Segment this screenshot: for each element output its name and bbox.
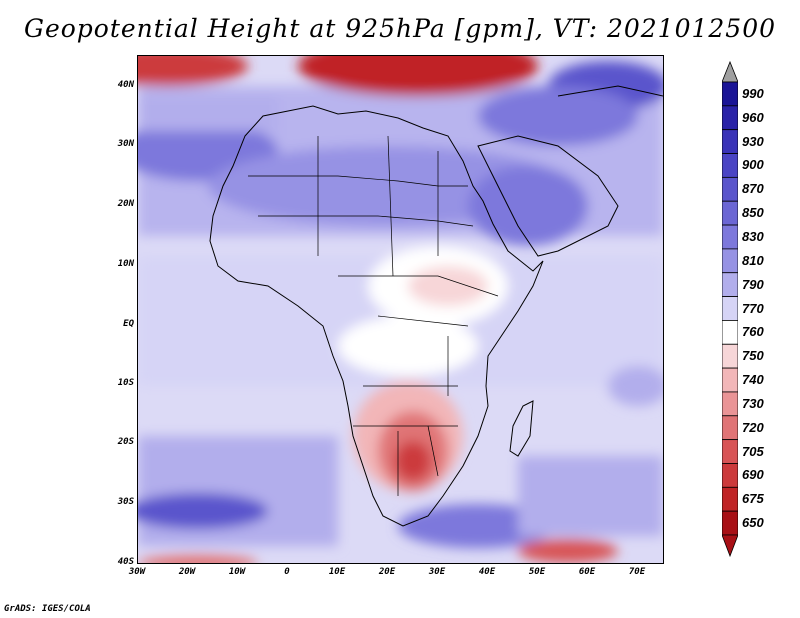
lon-tick-label: 70E — [628, 567, 646, 577]
geopotential-field — [138, 56, 663, 563]
lat-tick-label: 40S — [117, 557, 134, 567]
colorbar-arrow-top — [722, 60, 738, 83]
lat-tick-label: 20N — [117, 199, 134, 209]
colorbar-label: 650 — [742, 515, 764, 531]
colorbar-swatches — [722, 81, 738, 536]
lat-tick-label: 20S — [117, 437, 134, 447]
colorbar-label: 720 — [742, 419, 764, 435]
colorbar-label: 690 — [742, 467, 764, 483]
lat-tick-label: EQ — [123, 319, 134, 329]
colorbar-swatch — [722, 224, 738, 250]
lat-tick-label: 10S — [117, 378, 134, 388]
lon-tick-label: 0 — [284, 567, 290, 577]
lon-tick-label: 60E — [578, 567, 596, 577]
lon-tick-label: 10W — [228, 567, 246, 577]
colorbar-swatch — [722, 486, 738, 512]
lon-tick-label: 10E — [328, 567, 346, 577]
colorbar-swatch — [722, 296, 738, 321]
colorbar-label: 930 — [742, 133, 764, 149]
colorbar-label: 870 — [742, 181, 764, 197]
colorbar-label: 770 — [742, 300, 764, 316]
colorbar-label: 900 — [742, 157, 764, 173]
coastlines — [209, 85, 663, 527]
lat-tick-label: 10N — [117, 259, 134, 269]
colorbar-label: 705 — [742, 443, 764, 459]
colorbar-swatch — [722, 81, 738, 107]
colorbar-swatch — [722, 439, 738, 464]
colorbar-swatch — [722, 367, 738, 393]
lon-tick-label: 20E — [378, 567, 396, 577]
colorbar-swatch — [722, 510, 738, 536]
colorbar-swatch — [722, 176, 738, 202]
credit-label: GrADS: IGES/COLA — [4, 604, 91, 614]
lat-tick-label: 30S — [117, 497, 134, 507]
colorbar-label: 850 — [742, 205, 764, 221]
colorbar-swatch — [722, 105, 738, 131]
map-title: Geopotential Height at 925hPa [gpm], VT:… — [23, 14, 777, 43]
colorbar-label: 730 — [742, 395, 764, 411]
map-plot-area — [137, 55, 664, 564]
colorbar-label: 790 — [742, 276, 764, 292]
lat-tick-label: 30N — [117, 139, 134, 149]
colorbar-label: 990 — [742, 85, 764, 101]
lon-tick-label: 50E — [528, 567, 546, 577]
colorbar-label: 740 — [742, 372, 764, 388]
colorbar-label: 760 — [742, 324, 764, 340]
lon-tick-label: 30E — [428, 567, 446, 577]
colorbar-swatch — [722, 415, 738, 441]
colorbar-label: 960 — [742, 109, 764, 125]
colorbar-arrow-bottom — [722, 534, 738, 558]
lat-tick-label: 40N — [117, 80, 134, 90]
colorbar-swatch — [722, 320, 738, 345]
colorbar-swatch — [722, 272, 738, 297]
colorbar-swatch — [722, 391, 738, 417]
colorbar-swatch — [722, 463, 738, 488]
colorbar-swatch — [722, 153, 738, 178]
colorbar-swatch — [722, 343, 738, 369]
lon-tick-label: 20W — [178, 567, 196, 577]
colorbar — [722, 60, 738, 558]
colorbar-swatch — [722, 200, 738, 226]
colorbar-label: 750 — [742, 348, 764, 364]
colorbar-swatch — [722, 248, 738, 274]
colorbar-label: 810 — [742, 252, 764, 268]
lon-tick-label: 40E — [478, 567, 496, 577]
colorbar-label: 675 — [742, 491, 764, 507]
colorbar-label: 830 — [742, 228, 764, 244]
lon-tick-label: 30W — [128, 567, 146, 577]
colorbar-swatch — [722, 129, 738, 154]
country-borders — [248, 135, 499, 496]
